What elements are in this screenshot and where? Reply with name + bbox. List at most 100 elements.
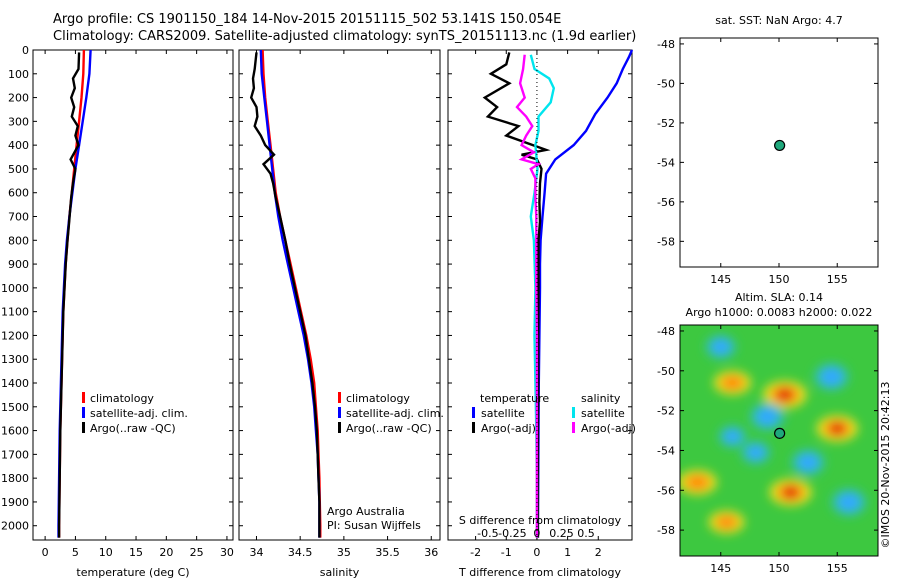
chart-subtitle: Climatology: CARS2009. Satellite-adjuste…	[53, 29, 637, 44]
x-tick-label: 150	[769, 562, 790, 575]
y-tick-label: 2000	[1, 520, 29, 533]
y-tick-label: 600	[8, 187, 29, 200]
x-tick-label: 145	[710, 562, 731, 575]
x-tick-label: -2	[470, 546, 481, 559]
secondary-tick-label: -0.25	[498, 527, 526, 540]
x-tick-label: 15	[129, 546, 143, 559]
y-tick-label: 1300	[1, 353, 29, 366]
map-background	[680, 38, 878, 267]
panel-location: -48 -50 -52 -54 -56 -58 145 150 155 sat. SST: NaN…	[657, 14, 879, 286]
heatmap-title: Altim. SLA: 0.14	[735, 291, 823, 304]
x-tick-label: 2	[595, 546, 602, 559]
y-tick-label: 1000	[1, 282, 29, 295]
y-tick-label: 1100	[1, 306, 29, 319]
heatmap-anomaly	[720, 375, 745, 391]
x-tick-label: 5	[72, 546, 79, 559]
legend-label: Argo(-adj)	[481, 422, 536, 435]
y-tick-label: 1700	[1, 448, 29, 461]
y-tick-label: 1400	[1, 377, 29, 390]
heatmap-anomaly	[747, 445, 765, 460]
float-location-marker	[774, 427, 786, 439]
legend-swatch	[82, 407, 85, 418]
x-tick-label: 0	[533, 546, 540, 559]
y-tick-label: -58	[657, 235, 675, 248]
panel-differences: -2 -1 0 1 2 T difference from climatology -0.5…	[447, 49, 636, 579]
y-tick-label: 900	[8, 258, 29, 271]
x-tick-label: 0	[42, 546, 49, 559]
y-tick-label: 300	[8, 115, 29, 128]
panel-temperature: 0100200300400500600700800900100011001200…	[1, 44, 234, 579]
heatmap-anomaly	[715, 515, 738, 530]
legend-swatch	[82, 392, 85, 403]
panel-altimetry: -48 -50 -52 -54 -56 -58 145 150 155 Altim. SLA: 0…	[657, 291, 879, 575]
heatmap-anomaly	[711, 339, 730, 355]
x-tick-label: 34.5	[288, 546, 313, 559]
heatmap-anomaly	[829, 422, 845, 436]
float-location-marker	[774, 139, 786, 152]
x-tick-label: 30	[220, 546, 234, 559]
series-line	[57, 52, 81, 538]
x-tick-label: 25	[190, 546, 204, 559]
legend-swatch	[572, 422, 575, 433]
series-line	[249, 52, 321, 538]
legend-title: salinity	[581, 392, 621, 405]
heatmap-anomaly	[838, 493, 860, 511]
x-tick-label: -1	[501, 546, 512, 559]
heatmap-anomaly	[782, 485, 799, 499]
y-tick-label: -52	[657, 117, 675, 130]
heatmap-anomaly	[756, 408, 778, 426]
annotation-text: PI: Susan Wijffels	[327, 519, 421, 532]
y-tick-label: 400	[8, 139, 29, 152]
annotation-text: Argo Australia	[327, 505, 405, 518]
y-tick-label: 100	[8, 68, 29, 81]
legend-label: satellite-adj. clim.	[346, 407, 444, 420]
y-tick-label: -50	[657, 77, 675, 90]
legend-label: Argo(..raw -QC)	[346, 422, 432, 435]
y-tick-label: 500	[8, 163, 29, 176]
y-tick-label: -54	[657, 156, 675, 169]
legend-swatch	[472, 407, 475, 418]
legend-label: satellite-adj. clim.	[90, 407, 188, 420]
y-tick-label: -58	[657, 524, 675, 537]
heatmap-anomaly	[724, 429, 741, 444]
heatmap-anomaly	[776, 387, 793, 402]
y-tick-label: -56	[657, 484, 675, 497]
heatmap-blobs	[680, 334, 867, 534]
y-tick-label: -48	[657, 325, 675, 338]
legend-swatch	[338, 407, 341, 418]
legend-title: temperature	[480, 392, 549, 405]
secondary-tick-label: 0.5	[577, 527, 595, 540]
heatmap-anomaly	[685, 474, 710, 491]
chart-title: Argo profile: CS 1901150_184 14-Nov-2015…	[53, 12, 562, 27]
panel-salinity: 34 34.5 35 35.5 36 salinity climatology satelli…	[238, 49, 444, 579]
x-tick-label: 35	[337, 546, 351, 559]
plot-frame	[32, 49, 234, 541]
x-tick-label: 20	[159, 546, 173, 559]
legend-label: climatology	[90, 392, 154, 405]
heatmap-anomaly	[820, 368, 842, 386]
heatmap-subtitle: Argo h1000: 0.0083 h2000: 0.022	[686, 306, 873, 319]
y-tick-label: 0	[22, 44, 29, 57]
map-title: sat. SST: NaN Argo: 4.7	[715, 14, 842, 27]
x-axis-label: T difference from climatology	[458, 566, 621, 579]
x-tick-label: 145	[710, 273, 731, 286]
x-tick-label: 155	[827, 273, 848, 286]
legend-swatch	[82, 422, 85, 433]
heatmap-field	[680, 325, 878, 556]
y-tick-label: 1900	[1, 496, 29, 509]
x-tick-label: 35.5	[375, 546, 400, 559]
x-tick-label: 34	[249, 546, 263, 559]
y-tick-label: -54	[657, 444, 675, 457]
y-tick-label: -50	[657, 365, 675, 378]
x-tick-label: 150	[769, 273, 790, 286]
legend-label: satellite	[481, 407, 525, 420]
y-tick-label: 1800	[1, 472, 29, 485]
legend-label: Argo(-adj)	[581, 422, 636, 435]
legend-swatch	[338, 422, 341, 433]
y-tick-label: 1500	[1, 401, 29, 414]
y-tick-label: 1200	[1, 329, 29, 342]
y-tick-label: 800	[8, 234, 29, 247]
heatmap-anomaly	[798, 454, 819, 471]
y-tick-label: 1600	[1, 425, 29, 438]
